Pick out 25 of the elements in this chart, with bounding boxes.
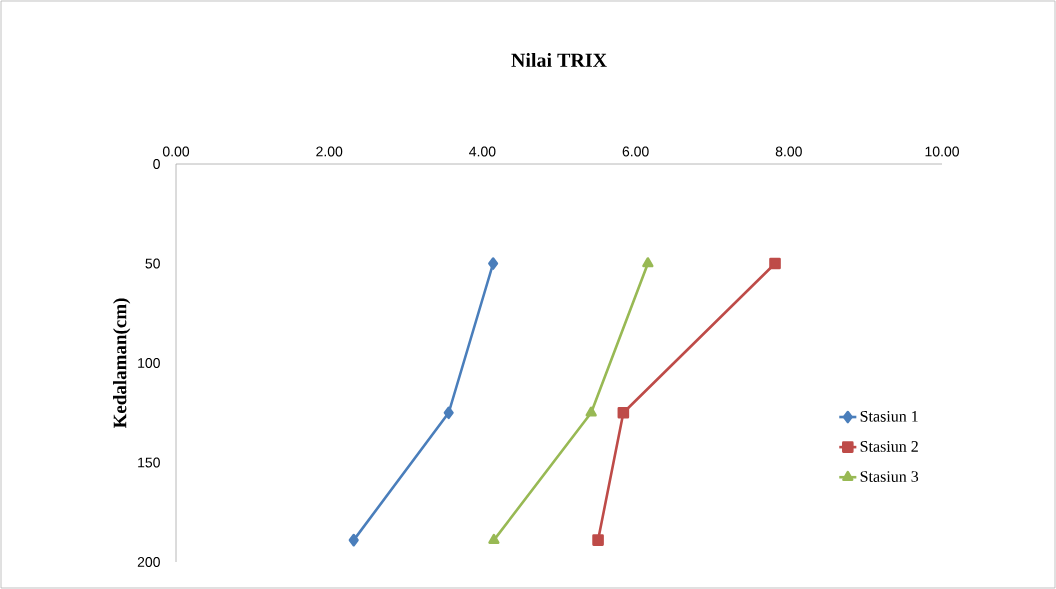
x-tick-label: 8.00 [775, 146, 802, 157]
x-tick-label: 6.00 [622, 146, 649, 157]
legend-label: Stasiun 3 [860, 471, 919, 482]
y-tick-label: 200 [137, 557, 160, 567]
y-tick-label: 100 [138, 358, 160, 368]
point [585, 406, 597, 417]
y-tick-label: 50 [145, 258, 160, 269]
point [592, 534, 604, 546]
legend-label: Stasiun 2 [860, 441, 918, 452]
y-tick-label: 0 [153, 159, 160, 169]
point [488, 257, 499, 270]
legend-label: Stasiun 1 [860, 410, 918, 422]
y-axis-title: Kedalaman(cm) [113, 298, 131, 429]
point [348, 533, 359, 547]
y-tick-label: 150 [138, 457, 160, 468]
x-tick-label: 10.00 [925, 146, 959, 157]
x-tick-label: 0.00 [162, 146, 190, 157]
point [443, 406, 454, 420]
chart-title: Nilai TRIX [511, 52, 607, 68]
x-tick-label: 4.00 [469, 146, 496, 157]
point [642, 257, 654, 268]
point [617, 406, 630, 419]
x-tick-label: 2.00 [316, 146, 343, 157]
point [488, 533, 500, 544]
point [769, 257, 781, 270]
